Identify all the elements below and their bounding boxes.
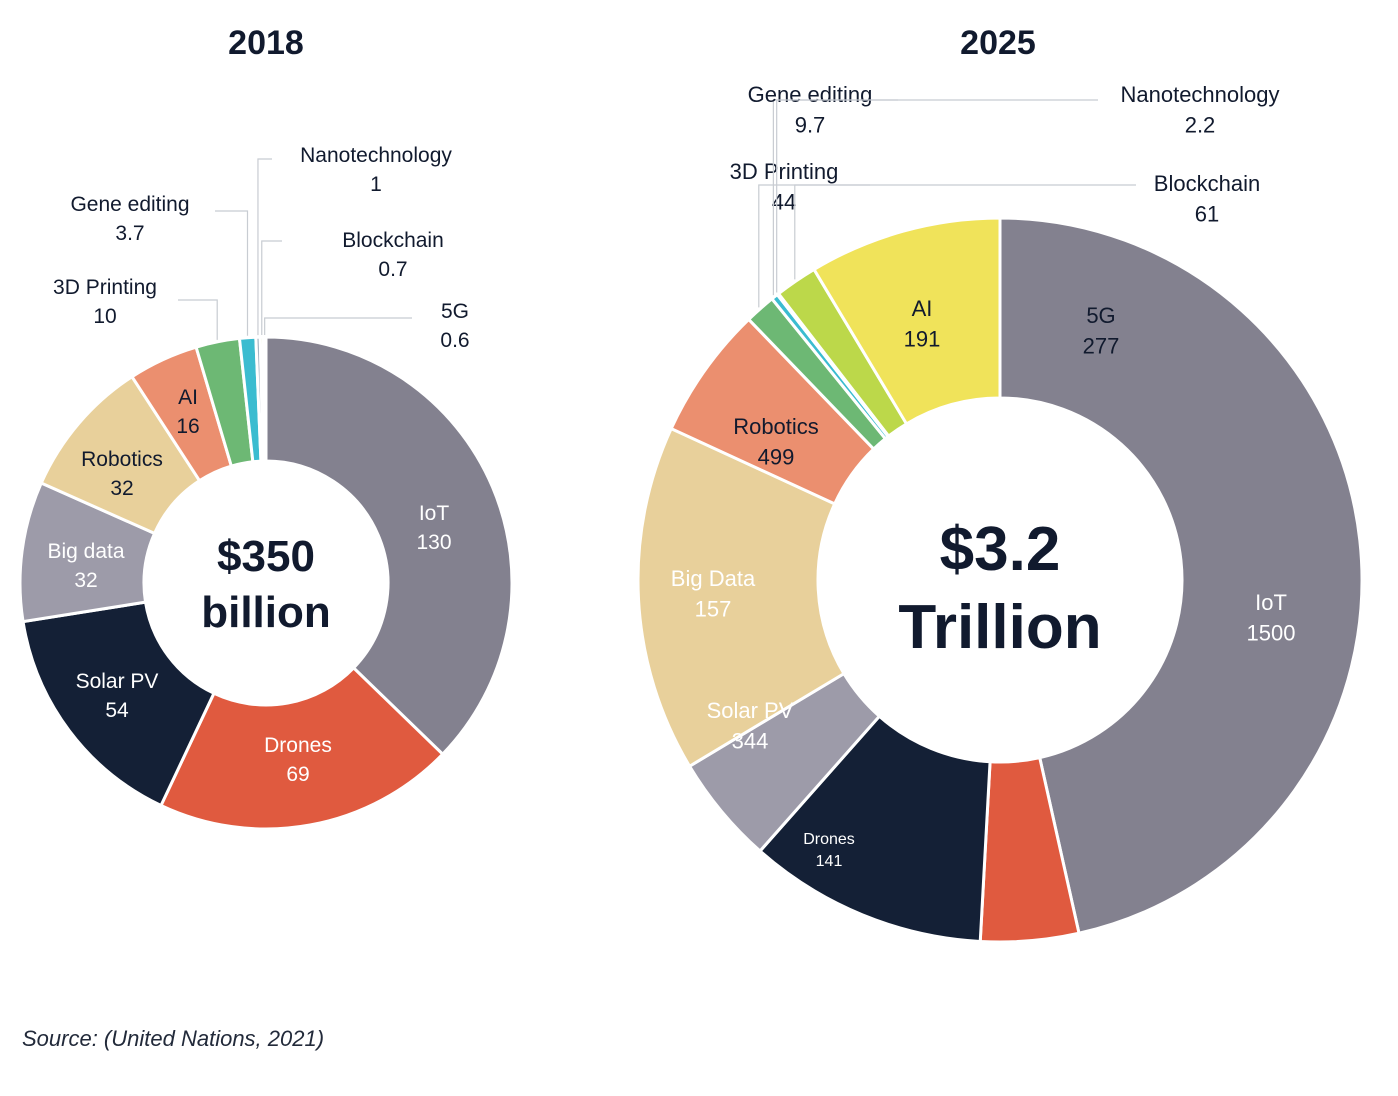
label-value-iot: 1500 — [1247, 620, 1296, 645]
slice-labels: IoT 1500 Drones 141 Solar PV 344 Big Data 157 Ro… — [671, 82, 1296, 870]
donut-slices — [18, 335, 514, 831]
label-value-3d-printing: 10 — [93, 305, 116, 328]
donut-chart-2025: IoT 1500 Drones 141 Solar PV 344 Big Data 157 Ro… — [636, 24, 1364, 944]
slice-drones — [158, 665, 445, 831]
label-value-5g: 0.6 — [440, 329, 469, 352]
leader-line-blockchain — [794, 184, 1136, 280]
slice-5g — [811, 216, 1002, 426]
label-value-ai: 191 — [904, 326, 941, 351]
label-value-robotics: 32 — [110, 477, 133, 500]
leader-line-nanotechnology — [257, 158, 272, 336]
label-name-iot: IoT — [419, 502, 450, 525]
label-value-nanotechnology: 1 — [370, 173, 382, 196]
label-name-gene-editing: Gene editing — [70, 193, 189, 216]
leader-line-5g — [264, 317, 412, 336]
label-name-robotics: Robotics — [81, 448, 163, 471]
label-value-3d-printing: 44 — [772, 189, 796, 214]
label-name-drones: Drones — [803, 831, 855, 848]
label-value-big-data: 157 — [695, 596, 732, 621]
leader-line-gene-editing — [215, 210, 249, 336]
label-name-3d-printing: 3D Printing — [730, 159, 839, 184]
label-value-robotics: 499 — [758, 444, 795, 469]
label-value-blockchain: 61 — [1195, 201, 1219, 226]
label-value-gene-editing: 9.7 — [795, 112, 826, 137]
label-name-ai: AI — [178, 386, 198, 409]
source-note: Source: (United Nations, 2021) — [22, 1026, 325, 1051]
leader-line-3d-printing — [178, 299, 218, 340]
label-value-drones: 69 — [286, 763, 309, 786]
label-value-solar-pv: 344 — [732, 728, 769, 753]
center-total-unit: billion — [201, 588, 331, 637]
slice-iot — [998, 216, 1364, 936]
label-name-iot: IoT — [1255, 590, 1287, 615]
label-name-nanotechnology: Nanotechnology — [300, 144, 452, 167]
center-total-amount: $350 — [217, 532, 315, 581]
label-name-robotics: Robotics — [733, 414, 819, 439]
label-name-solar-pv: Solar PV — [76, 670, 159, 693]
label-value-blockchain: 0.7 — [378, 258, 407, 281]
label-value-gene-editing: 3.7 — [115, 222, 144, 245]
label-name-drones: Drones — [264, 734, 332, 757]
slice-solar-pv — [21, 600, 216, 808]
label-name-blockchain: Blockchain — [1154, 171, 1260, 196]
slice-labels: IoT 130 Drones 69 Solar PV 54 Big data 32 Roboti… — [47, 144, 469, 786]
donut-slices — [636, 216, 1364, 944]
center-total-amount: $3.2 — [940, 515, 1061, 584]
label-value-5g: 277 — [1083, 333, 1120, 358]
leader-line-nanotechnology — [776, 99, 1098, 293]
label-name-5g: 5G — [441, 300, 469, 323]
donut-chart-2018: IoT 130 Drones 69 Solar PV 54 Big data 32 Roboti… — [18, 24, 514, 831]
leader-line-blockchain — [261, 240, 282, 336]
center-total-unit: Trillion — [898, 593, 1101, 662]
label-value-drones: 141 — [816, 853, 843, 870]
slice-solar-pv — [757, 714, 992, 944]
label-name-solar-pv: Solar PV — [707, 698, 794, 723]
chart-title: 2018 — [228, 24, 304, 62]
label-value-solar-pv: 54 — [105, 699, 129, 722]
label-name-ai: AI — [912, 296, 933, 321]
label-value-big-data: 32 — [74, 569, 97, 592]
label-name-5g: 5G — [1086, 303, 1115, 328]
slice-5g — [261, 335, 268, 463]
label-name-big-data: Big Data — [671, 566, 756, 591]
label-name-nanotechnology: Nanotechnology — [1120, 82, 1279, 107]
label-value-iot: 130 — [416, 531, 451, 554]
label-name-blockchain: Blockchain — [342, 229, 444, 252]
label-name-3d-printing: 3D Printing — [53, 276, 157, 299]
slice-iot — [264, 335, 514, 757]
label-name-gene-editing: Gene editing — [748, 82, 873, 107]
label-name-big-data: Big data — [47, 540, 124, 563]
chart-title: 2025 — [960, 24, 1036, 62]
slice-robotics — [636, 426, 846, 769]
label-value-ai: 16 — [176, 415, 199, 438]
label-value-nanotechnology: 2.2 — [1185, 112, 1216, 137]
